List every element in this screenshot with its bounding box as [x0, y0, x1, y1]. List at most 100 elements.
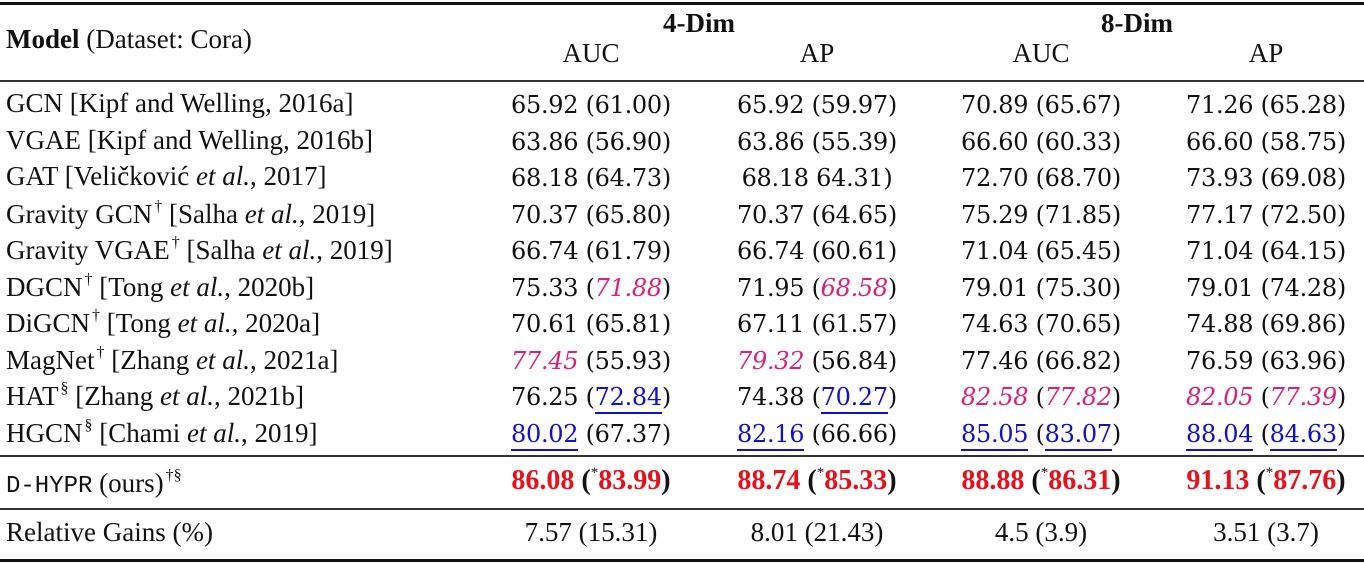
cell-8dim-ap: 71.26 (65.28) — [1186, 91, 1346, 119]
table-row: GAT [Veličković et al., 2017] 68.18 (64.7… — [0, 161, 1364, 197]
metric-secondary-value: 75.30 — [1044, 273, 1113, 302]
metric-secondary-value: 64.15 — [1269, 237, 1338, 265]
best-secondary-value: 87.76 — [1273, 465, 1337, 496]
cell-4dim-ap: 63.86 (55.39) — [737, 127, 897, 156]
cell-4dim-auc: 77.45 (55.93) — [511, 346, 671, 375]
metric-value: 77.46 — [961, 346, 1029, 375]
table-row: DiGCN † [Tong et al., 2020a] 70.61 (65.81)… — [0, 307, 1364, 343]
metric-secondary-value: 71.88 — [594, 273, 663, 302]
table-row: GCN [Kipf and Welling, 2016a] 65.92 (61.0… — [0, 88, 1364, 124]
metric-secondary-value: 83.07 — [1044, 419, 1112, 451]
group-header-4dim: 4-Dim — [663, 8, 735, 38]
gain-cell-8dim-ap: 3.51 (3.7) — [1213, 517, 1319, 547]
cell-4dim-ap: 70.37 (64.65) — [737, 200, 897, 229]
metric-secondary-value: 64.65 — [820, 200, 889, 229]
metric-secondary-value: 63.96 — [1269, 346, 1338, 375]
metric-secondary-value: 84.63 — [1269, 419, 1337, 451]
metric-value: 65.92 — [511, 91, 579, 119]
cell-8dim-ap: 76.59 (63.96) — [1186, 346, 1346, 375]
open-paren: ( — [1249, 465, 1266, 496]
et-al: et al. — [159, 381, 214, 411]
metric-value: 66.74 — [511, 237, 579, 265]
metric-value: 65.92 — [737, 91, 805, 119]
header-rule — [0, 80, 1364, 82]
model-name: GCN [Kipf and Welling, 2016a] — [6, 88, 354, 118]
metric-value: 71.04 — [1186, 237, 1254, 265]
metric-secondary-value: 70.27 — [820, 383, 888, 414]
model-name: DGCN † [Tong et al., 2020b] — [6, 270, 315, 302]
close-paren: ) — [1336, 465, 1346, 496]
metric-value: 68.18 — [741, 164, 810, 192]
cell-8dim-ap: 88.04 (84.63) — [1186, 419, 1346, 451]
cell-4dim-auc: 65.92 (61.00) — [511, 91, 671, 119]
footnote-mark: † — [84, 270, 93, 288]
metric-value: 82.58 — [961, 383, 1029, 411]
metric-secondary-value: 64.73 — [594, 164, 663, 192]
metric-value: 73.93 — [1186, 164, 1254, 192]
metric-secondary-value: 74.28 — [1269, 273, 1338, 302]
metric-value: 70.37 — [511, 200, 579, 229]
model-name: GAT [Veličković et al., 2017] — [6, 161, 327, 191]
metric-secondary-value: 68.70 — [1044, 164, 1113, 192]
bottom-rule — [0, 559, 1364, 562]
group-header-8dim: 8-Dim — [1101, 8, 1173, 38]
cell-4dim-auc: 66.74 (61.79) — [511, 237, 671, 265]
table-row: Gravity GCN † [Salha et al., 2019] 70.37 (… — [0, 198, 1364, 234]
cell-4dim-ap: 71.95 (68.58) — [737, 273, 897, 302]
cell-4dim-auc: 68.18 (64.73) — [511, 164, 671, 192]
metric-secondary-value: 60.61 — [820, 237, 889, 265]
gains-label: Relative Gains (%) — [6, 517, 213, 547]
cell-4dim-auc: 75.33 (71.88) — [511, 273, 671, 302]
metric-value: 79.32 — [737, 346, 805, 375]
metric-value: 85.05 — [961, 419, 1029, 451]
best-value: 91.13 — [1186, 465, 1250, 496]
footnote-mark: † — [171, 234, 180, 251]
footnote-mark: § — [84, 416, 93, 434]
table-row: MagNet † [Zhang et al., 2021a] 77.45 (55.9… — [0, 344, 1364, 380]
metric-value: 82.16 — [737, 419, 805, 451]
metric-secondary-value: 65.80 — [594, 200, 663, 229]
et-al: et al. — [244, 198, 299, 229]
col-header-8dim-auc: AUC — [1012, 38, 1070, 68]
ours-cell-4dim-auc: 86.08 (*83.99) — [511, 465, 670, 497]
metric-value: 77.17 — [1186, 200, 1254, 229]
metric-value: 70.61 — [511, 310, 579, 338]
table-row: Gravity VGAE † [Salha et al., 2019] 66.74 … — [0, 234, 1364, 270]
metric-secondary-value: 72.84 — [594, 383, 662, 414]
metric-value: 71.26 — [1186, 91, 1254, 119]
metric-value: 76.59 — [1186, 346, 1254, 375]
best-value: 88.74 — [737, 465, 801, 496]
cell-4dim-auc: 76.25 (72.84) — [511, 383, 671, 414]
metric-value: 88.04 — [1186, 419, 1254, 451]
close-paren: ) — [1111, 465, 1121, 496]
footnote-mark: † — [96, 343, 105, 361]
significance-star: * — [1040, 465, 1049, 481]
metric-secondary-value: 69.08 — [1269, 164, 1338, 192]
cell-4dim-ap: 65.92 (59.97) — [737, 91, 897, 119]
metric-value: 82.05 — [1186, 383, 1254, 411]
table-row: HGCN § [Chami et al., 2019] 80.02 (67.37) 8… — [0, 417, 1364, 453]
close-paren: ) — [887, 465, 897, 496]
et-al: et al. — [187, 417, 242, 448]
best-value: 86.08 — [511, 465, 575, 496]
gain-cell-4dim-auc: 7.57 (15.31) — [524, 517, 658, 547]
cell-8dim-ap: 82.05 (77.39) — [1186, 383, 1346, 411]
metric-secondary-value: 69.86 — [1269, 310, 1338, 338]
metric-secondary-value: 77.39 — [1269, 383, 1338, 411]
model-name: HGCN § [Chami et al., 2019] — [6, 416, 318, 448]
significance-star: * — [816, 465, 825, 481]
cell-8dim-ap: 66.60 (58.75) — [1186, 127, 1346, 156]
cell-8dim-auc: 85.05 (83.07) — [961, 419, 1121, 451]
metric-secondary-value: 72.50 — [1269, 200, 1338, 229]
metric-secondary-value: 65.28 — [1269, 91, 1338, 119]
metric-value: 80.02 — [511, 419, 579, 451]
cell-8dim-auc: 82.58 (77.82) — [961, 383, 1121, 411]
best-secondary-value: 83.99 — [598, 465, 662, 496]
model-name: Gravity GCN † [Salha et al., 2019] — [6, 197, 376, 229]
cell-8dim-auc: 75.29 (71.85) — [961, 200, 1121, 229]
metric-value: 63.86 — [511, 127, 579, 156]
et-al: et al. — [262, 235, 317, 265]
metric-secondary-value: 60.33 — [1044, 127, 1113, 156]
metric-secondary-value: 66.66 — [820, 419, 889, 448]
metric-value: 71.95 — [737, 273, 805, 302]
